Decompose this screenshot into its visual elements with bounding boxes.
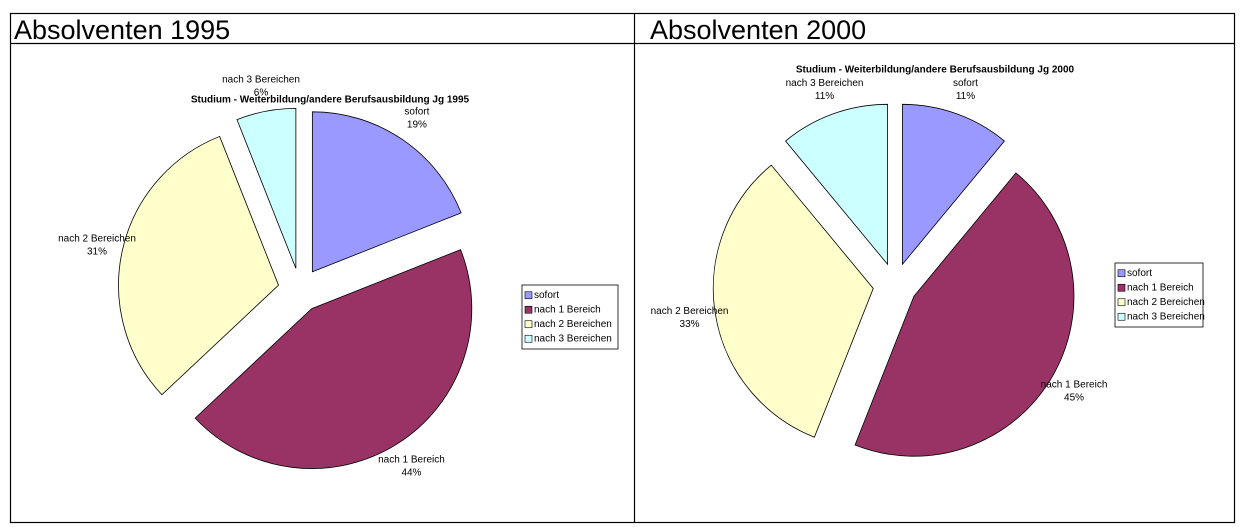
- pie-slice: [118, 135, 280, 396]
- legend-swatch: [524, 320, 533, 329]
- pie-slice: [784, 103, 888, 266]
- slice-label: sofort: [404, 107, 429, 118]
- slice-label: nach 3 Bereichen: [786, 78, 864, 89]
- slice-value: 11%: [956, 91, 975, 102]
- pie-slice: [854, 172, 1075, 457]
- legend-swatch: [1117, 298, 1126, 307]
- chart-title: Studium - Weiterbildung/andere Berufsaus…: [796, 65, 1075, 76]
- pie-slice: [311, 111, 462, 273]
- legend-swatch: [1117, 269, 1126, 278]
- legend-swatch: [1117, 283, 1126, 292]
- table-frame: [9, 12, 1236, 524]
- column-header: Absolventen 1995: [14, 15, 230, 45]
- pie-slice: [194, 249, 473, 469]
- legend-swatch: [524, 334, 533, 343]
- slice-label: nach 1 Bereich: [1041, 380, 1108, 391]
- slice-value: 31%: [87, 246, 107, 257]
- slice-label: nach 3 Bereichen: [222, 74, 300, 85]
- pie-slice: [712, 164, 874, 438]
- slice-value: 19%: [407, 120, 427, 131]
- legend-label: sofort: [1127, 268, 1152, 279]
- legend-swatch: [1117, 312, 1126, 321]
- pie-slice: [236, 107, 297, 269]
- legend-label: sofort: [534, 290, 559, 301]
- pie-slice: [902, 103, 1006, 266]
- slice-value: 33%: [680, 319, 700, 330]
- legend-label: nach 3 Bereichen: [1127, 311, 1205, 322]
- legend-swatch: [524, 305, 533, 314]
- slice-label: nach 2 Bereichen: [651, 306, 729, 317]
- slice-value: 11%: [815, 91, 834, 102]
- slice-label: nach 1 Bereich: [378, 454, 445, 465]
- legend-label: nach 1 Bereich: [1127, 282, 1194, 293]
- legend-box: [521, 284, 619, 350]
- legend-label: nach 1 Bereich: [534, 304, 601, 315]
- legend-label: nach 3 Bereichen: [534, 333, 612, 344]
- slice-label: sofort: [953, 78, 978, 89]
- legend-label: nach 2 Bereichen: [534, 319, 612, 330]
- legend-swatch: [524, 291, 533, 300]
- chart-title: Studium - Weiterbildung/andere Berufsaus…: [191, 95, 470, 106]
- column-header: Absolventen 2000: [650, 15, 866, 45]
- slice-value: 6%: [254, 87, 269, 98]
- legend-label: nach 2 Bereichen: [1127, 297, 1205, 308]
- legend-box: [1114, 262, 1204, 328]
- slice-label: nach 2 Bereichen: [58, 233, 136, 244]
- slice-value: 44%: [401, 467, 421, 478]
- slice-value: 45%: [1064, 393, 1084, 404]
